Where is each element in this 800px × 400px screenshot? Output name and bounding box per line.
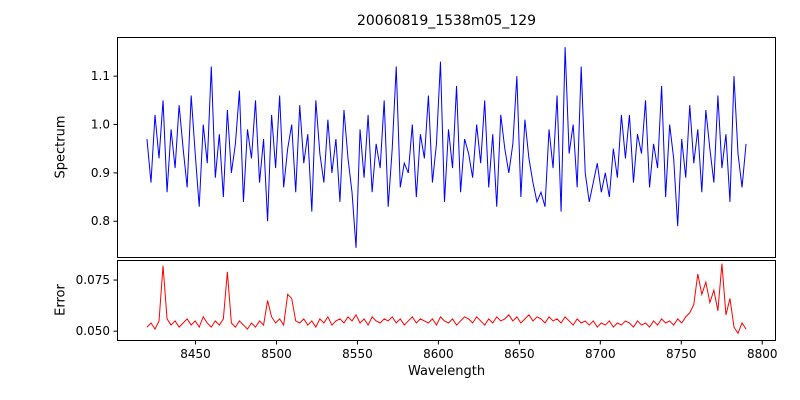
y-tick-label: 1.1 xyxy=(91,69,110,83)
x-tick-label: 8800 xyxy=(747,347,778,361)
axes-frame xyxy=(117,37,776,258)
spectrum-line xyxy=(146,47,747,248)
y-tick-label: 0.9 xyxy=(91,166,110,180)
spectrum-plot: 0.8 0.9 1.0 1.1 xyxy=(91,37,776,258)
spectrum-y-axis-label: Spectrum xyxy=(53,115,69,179)
error-line xyxy=(146,263,747,335)
axes-frame xyxy=(117,260,776,341)
x-tick-label: 8550 xyxy=(342,347,373,361)
x-tick-label: 8450 xyxy=(180,347,211,361)
error-y-axis-label: Error xyxy=(53,284,69,316)
y-tick-label: 1.0 xyxy=(91,118,110,132)
x-axis-label: Wavelength xyxy=(407,364,486,379)
y-tick-label: 0.050 xyxy=(76,324,110,338)
chart-title: 20060819_1538m05_129 xyxy=(356,13,537,29)
y-tick-label: 0.8 xyxy=(91,214,110,228)
x-tick-label: 8750 xyxy=(666,347,697,361)
y-tick-label: 0.075 xyxy=(76,273,110,287)
x-tick-label: 8700 xyxy=(585,347,616,361)
error-plot: 0.050 0.075 8450 8500 8550 8600 8650 8700 8750 88… xyxy=(76,260,778,361)
x-tick-label: 8500 xyxy=(261,347,292,361)
x-tick-label: 8650 xyxy=(504,347,535,361)
x-tick-label: 8600 xyxy=(423,347,454,361)
